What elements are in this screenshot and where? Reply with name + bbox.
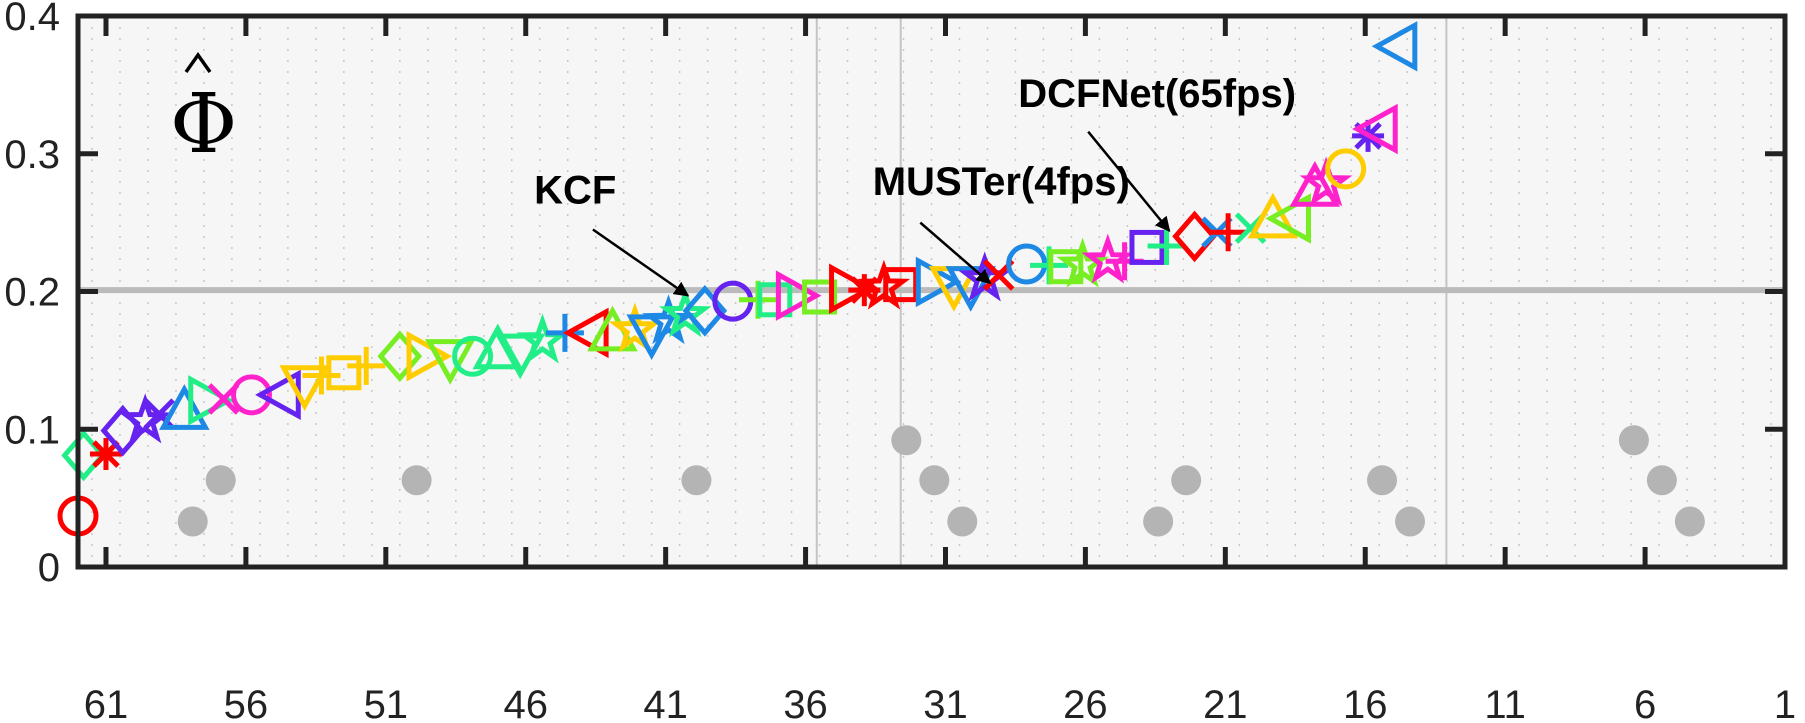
tick-labels: 00.10.20.30.461 56 51 46 41 36 31 26 21 16 11 6 1	[4, 0, 1796, 723]
data-point	[1265, 193, 1311, 244]
annotation-label: KCF	[534, 168, 616, 212]
x-tick-label: 56	[224, 683, 269, 723]
data-point	[89, 438, 122, 471]
annotation-label: MUSTer(4fps)	[873, 160, 1130, 204]
gray-dot	[205, 465, 236, 496]
y-axis-symbol: Φ	[170, 77, 237, 172]
phi-label-group: Φ	[170, 51, 237, 172]
gray-dot	[177, 506, 208, 537]
data-point	[279, 365, 330, 411]
data-point	[608, 302, 662, 353]
data-point	[452, 335, 494, 377]
data-point	[1172, 210, 1217, 263]
data-point	[302, 356, 341, 395]
y-tick-label: 0.3	[4, 133, 60, 177]
annotation-label: DCFNet(65fps)	[1018, 72, 1296, 116]
x-tick-label: 61	[84, 683, 129, 723]
gray-dot	[919, 465, 950, 496]
data-point	[61, 429, 106, 482]
data-point	[1371, 21, 1418, 72]
data-point	[1081, 233, 1134, 284]
gray-dot	[1143, 506, 1174, 537]
data-point	[406, 331, 453, 382]
data-point	[377, 330, 423, 383]
x-tick-label: 6	[1634, 683, 1656, 723]
annotation-arrow	[1087, 130, 1171, 233]
data-point	[659, 287, 712, 338]
data-point	[682, 284, 728, 337]
data-point	[1325, 148, 1367, 190]
gray-dot	[1618, 425, 1649, 456]
data-point	[1352, 103, 1398, 155]
hat-icon	[184, 51, 212, 74]
data-point	[829, 263, 875, 314]
data-point	[1247, 192, 1299, 239]
x-tick-label: 36	[783, 683, 828, 723]
data-point	[1299, 156, 1353, 207]
data-points	[57, 21, 1418, 537]
x-tick-label: 26	[1063, 683, 1108, 723]
data-point	[143, 398, 175, 430]
data-point	[159, 384, 210, 430]
x-tick-label: 21	[1203, 683, 1248, 723]
gray-dot	[681, 465, 712, 496]
x-tick-label: 11	[1484, 683, 1526, 723]
gray-dots	[177, 425, 1705, 537]
gray-dot	[1674, 506, 1705, 537]
x-tick-label: 46	[503, 683, 548, 723]
data-point	[1209, 213, 1248, 252]
gray-dot	[1646, 465, 1677, 496]
gray-dot	[1171, 465, 1202, 496]
y-tick-label: 0.4	[4, 0, 60, 39]
data-point	[1289, 161, 1341, 207]
data-point	[326, 355, 362, 391]
gray-dot	[401, 465, 432, 496]
data-point	[802, 279, 838, 315]
data-point	[915, 256, 962, 308]
annotations: KCF MUSTer(4fps) DCFNet(65fps)	[534, 72, 1296, 297]
x-tick-label: 1	[1774, 683, 1796, 723]
data-point	[757, 282, 793, 318]
annotation-arrow	[592, 228, 690, 297]
x-tick-label: 31	[923, 683, 968, 723]
data-point	[642, 294, 695, 345]
data-point	[562, 307, 609, 359]
data-point	[424, 339, 476, 385]
x-tick-label: 41	[643, 683, 688, 723]
data-point	[848, 274, 881, 307]
y-tick-label: 0.2	[4, 271, 60, 315]
data-point	[1048, 249, 1084, 285]
y-tick-label: 0.1	[4, 408, 60, 452]
data-point	[775, 270, 822, 321]
data-point	[230, 374, 272, 416]
gray-dot	[1367, 465, 1398, 496]
data-point	[883, 267, 919, 303]
gray-dot	[1395, 506, 1426, 537]
gray-dot	[891, 425, 922, 456]
x-tick-label: 51	[364, 683, 409, 723]
axes	[75, 13, 1788, 570]
annotation-arrow	[919, 221, 992, 285]
gray-dot	[947, 506, 978, 537]
data-point	[347, 346, 386, 385]
x-tick-label: 16	[1343, 683, 1388, 723]
y-tick-label: 0	[38, 546, 60, 590]
data-point	[1147, 227, 1186, 266]
